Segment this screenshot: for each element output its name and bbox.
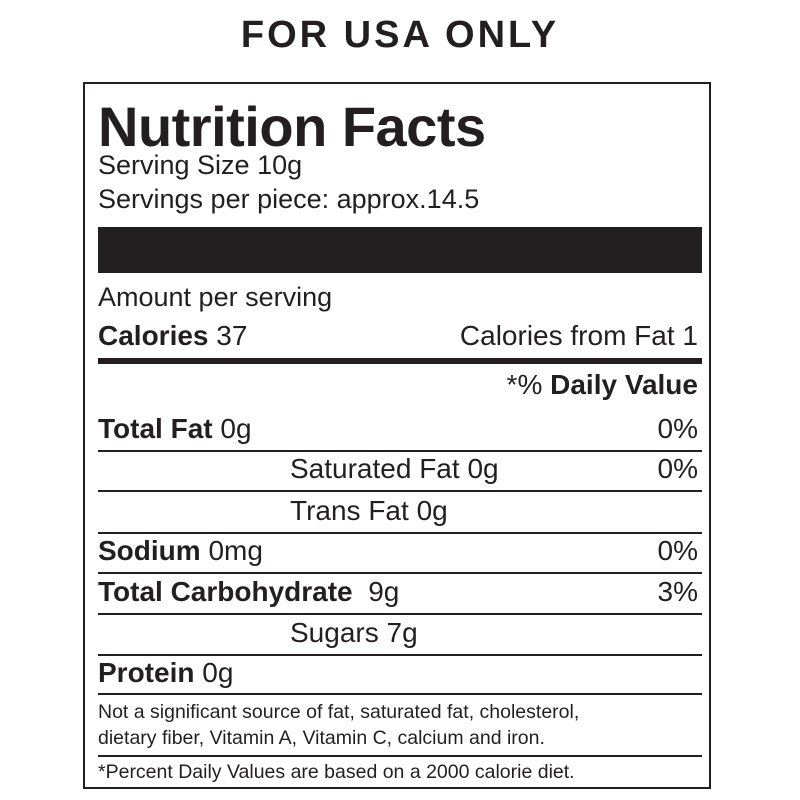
divider: [98, 450, 702, 452]
nutrient-name: Sodium: [98, 535, 201, 566]
daily-value-header: *% Daily Value: [98, 365, 702, 405]
serving-size: Serving Size 10g: [98, 150, 303, 180]
nutrition-facts-label: Nutrition Facts Serving Size 10g Serving…: [83, 82, 711, 789]
divider: [98, 755, 702, 757]
nutrient-row: Protein 0g: [98, 653, 702, 693]
servings-per-piece: Servings per piece: approx.14.5: [98, 184, 480, 214]
black-divider-bar: [98, 227, 702, 273]
dv-label: Daily Value: [550, 369, 698, 400]
thick-divider: [98, 358, 702, 364]
dv-prefix: *%: [506, 369, 543, 400]
calories-row: Calories 37 Calories from Fat 1: [98, 316, 702, 356]
nutrient-row: Total Fat 0g 0%: [98, 409, 702, 449]
note-line-1: Not a significant source of fat, saturat…: [98, 701, 580, 723]
nutrient-daily-value: 0%: [657, 413, 698, 444]
nutrient-name: Sugars: [290, 617, 379, 648]
divider: [98, 654, 702, 656]
nutrient-amount: 0g: [467, 453, 499, 484]
nutrient-amount: 7g: [386, 617, 418, 648]
divider: [98, 693, 702, 695]
nutrient-row: Trans Fat 0g: [98, 491, 702, 531]
nutrient-row: Total Carbohydrate 9g 3%: [98, 572, 702, 612]
nutrient-daily-value: 3%: [657, 576, 698, 607]
amount-per-serving: Amount per serving: [98, 282, 333, 312]
divider: [98, 613, 702, 615]
nutrient-row: Sodium 0mg 0%: [98, 531, 702, 571]
nutrient-name: Trans Fat: [290, 495, 409, 526]
divider: [98, 532, 702, 534]
nutrient-amount: 9g: [368, 576, 400, 607]
nutrient-name: Protein: [98, 657, 195, 688]
nutrient-amount: 0mg: [208, 535, 263, 566]
footnote: *Percent Daily Values are based on a 200…: [98, 761, 575, 783]
note-line-2: dietary fiber, Vitamin A, Vitamin C, cal…: [98, 727, 545, 749]
calories-from-fat: Calories from Fat 1: [459, 320, 698, 351]
calories-value: 37: [216, 320, 248, 351]
nutrient-amount: 0g: [220, 413, 252, 444]
nutrient-name: Total Fat: [98, 413, 213, 444]
nutrient-row: Sugars 7g: [98, 613, 702, 653]
nutrient-row: Saturated Fat 0g 0%: [98, 449, 702, 489]
nutrient-name: Total Carbohydrate: [98, 576, 353, 607]
divider: [98, 572, 702, 574]
nutrient-daily-value: 0%: [657, 453, 698, 484]
calories-label: Calories: [98, 320, 209, 351]
for-usa-only-heading: FOR USA ONLY: [240, 14, 560, 56]
divider: [98, 490, 702, 492]
nutrient-daily-value: 0%: [657, 535, 698, 566]
nutrient-amount: 0g: [202, 657, 234, 688]
nutrient-amount: 0g: [416, 495, 448, 526]
nutrient-name: Saturated Fat: [290, 453, 460, 484]
label-title: Nutrition Facts: [98, 95, 486, 158]
